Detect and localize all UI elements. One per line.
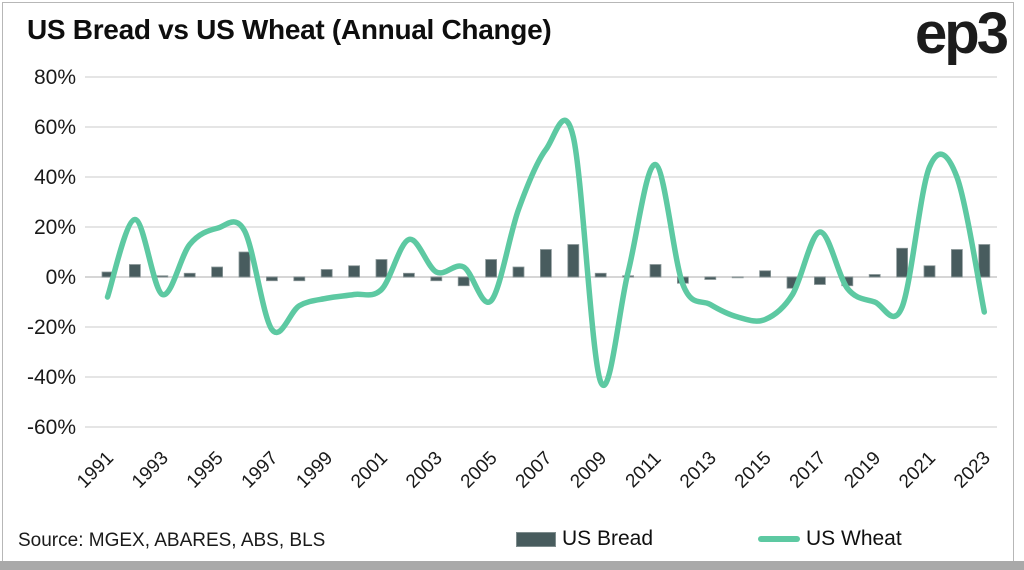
bread-bar-2000[interactable]	[348, 265, 361, 278]
x-tick-label: 2003	[402, 448, 447, 493]
x-tick-label: 2001	[347, 448, 392, 493]
x-tick-label: 1995	[183, 448, 228, 493]
bread-bar-2023[interactable]	[978, 244, 991, 278]
bread-bar-2019[interactable]	[868, 274, 881, 278]
legend-item-us-wheat[interactable]: US Wheat	[758, 527, 902, 551]
x-tick-label: 1991	[73, 448, 118, 493]
bread-bar-1997[interactable]	[265, 276, 278, 282]
x-tick-label: 2009	[566, 448, 611, 493]
x-tick-label: 1993	[128, 448, 173, 493]
bread-bar-2007[interactable]	[540, 249, 552, 278]
legend-label-us-wheat: US Wheat	[806, 527, 902, 550]
bread-bar-2008[interactable]	[567, 244, 580, 278]
bread-bar-2015[interactable]	[759, 270, 771, 278]
bread-bar-2017[interactable]	[814, 276, 826, 285]
x-tick-label: 2015	[731, 448, 776, 493]
chart-title: US Bread vs US Wheat (Annual Change)	[27, 14, 552, 45]
ep3-logo: ep3	[915, 1, 1009, 66]
bread-bar-1992[interactable]	[128, 264, 141, 278]
y-tick-label: -20%	[27, 316, 76, 339]
bread-bar-2001[interactable]	[375, 259, 388, 278]
y-tick-label: 20%	[34, 216, 76, 239]
wheat-line-swatch-icon	[758, 536, 800, 542]
y-tick-label: 60%	[34, 116, 76, 139]
source-text: Source: MGEX, ABARES, ABS, BLS	[18, 530, 326, 551]
bread-bar-2003[interactable]	[430, 276, 443, 282]
bread-bar-1999[interactable]	[320, 269, 333, 278]
x-tick-label: 2007	[512, 448, 557, 493]
bread-bar-2013[interactable]	[704, 276, 717, 280]
bread-bar-2014[interactable]	[731, 276, 744, 279]
bread-bar-2022[interactable]	[951, 249, 963, 278]
bread-bar-2002[interactable]	[402, 272, 415, 278]
x-tick-label: 1997	[238, 448, 283, 493]
wheat-line[interactable]	[104, 117, 988, 388]
bread-bar-2006[interactable]	[512, 266, 525, 278]
bread-bar-2011[interactable]	[649, 264, 662, 278]
legend-label-us-bread: US Bread	[562, 527, 654, 550]
bread-bar-2020[interactable]	[896, 247, 908, 278]
x-tick-label: 2013	[676, 448, 721, 493]
x-tick-label: 2023	[950, 448, 995, 493]
bread-bar-1994[interactable]	[183, 272, 196, 278]
bread-bar-1993[interactable]	[156, 275, 169, 278]
x-tick-label: 2021	[895, 448, 940, 493]
legend-item-us-bread[interactable]: US Bread	[516, 527, 653, 551]
bread-bar-1995[interactable]	[211, 266, 224, 278]
bottom-edge-strip	[0, 561, 1024, 570]
y-tick-label: 40%	[34, 166, 76, 189]
x-tick-label: 2011	[622, 448, 666, 492]
x-tick-label: 2019	[840, 448, 885, 493]
bread-bar-2021[interactable]	[923, 265, 936, 278]
y-tick-label: 0%	[46, 266, 76, 289]
x-tick-label: 2005	[457, 448, 502, 493]
bread-bar-2009[interactable]	[594, 272, 607, 278]
bread-bar-swatch-icon	[516, 531, 556, 547]
y-tick-label: 80%	[34, 66, 76, 89]
x-tick-label: 1999	[292, 448, 337, 493]
bread-bar-1996[interactable]	[238, 251, 251, 278]
y-tick-label: -60%	[27, 416, 76, 439]
bread-bar-2005[interactable]	[485, 259, 498, 278]
bread-bar-2004[interactable]	[457, 276, 470, 287]
x-tick-label: 2017	[786, 448, 831, 493]
y-tick-label: -40%	[27, 366, 76, 389]
bread-bar-1998[interactable]	[293, 276, 306, 282]
